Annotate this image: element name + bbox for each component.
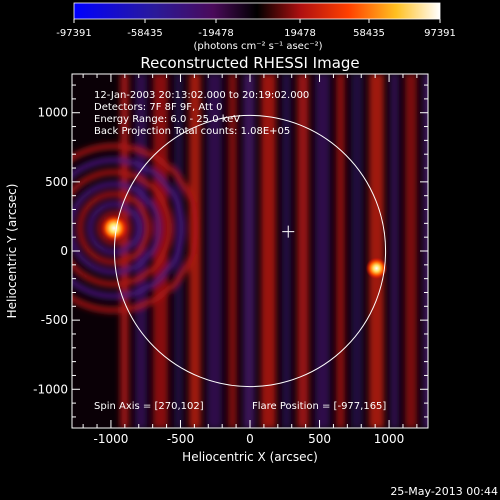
x-tick-label: 500 <box>308 432 331 446</box>
x-axis-label: Heliocentric X (arcsec) <box>182 450 318 464</box>
fringe-band <box>351 74 363 428</box>
fringe-band <box>390 74 399 428</box>
fringe-band <box>315 74 330 428</box>
observation-info: 12-Jan-2003 20:13:02.000 to 20:19:02.000… <box>94 90 309 137</box>
fringe-ring <box>77 191 152 266</box>
fringe-band <box>228 74 237 428</box>
flare-position-label: Flare Position = [-977,165] <box>252 401 386 412</box>
fringe-ring <box>72 169 174 288</box>
fringe-band <box>405 74 417 428</box>
center-marker <box>282 225 295 238</box>
y-tick-label: 1000 <box>37 106 68 120</box>
flare-source <box>100 214 129 243</box>
fringe-ring <box>72 181 162 276</box>
colorbar-units: (photons cm⁻² s⁻¹ asec⁻²) <box>193 41 322 52</box>
axis-ticks: -1000 -500 0 500 1000 -1000 -500 0 500 1000 <box>33 74 428 446</box>
flare-sources <box>100 214 388 280</box>
fringe-band <box>369 74 384 428</box>
fringe-ring <box>72 157 186 300</box>
fringe-band <box>243 74 255 428</box>
fringe-ring <box>72 143 200 314</box>
y-tick-label: 0 <box>60 244 68 258</box>
fringe-band <box>282 74 291 428</box>
colorbar-tick-label: 19478 <box>284 28 316 39</box>
interference-pattern <box>72 74 428 428</box>
render-date: 25-May-2013 00:44 <box>390 485 498 498</box>
info-line: 12-Jan-2003 20:13:02.000 to 20:19:02.000 <box>94 90 309 101</box>
info-line: Energy Range: 6.0 - 25.0 keV <box>94 114 240 125</box>
colorbar-ticks: -97391 -58435 -19478 19478 58435 97391 <box>56 19 456 39</box>
colorbar-tick-label: -97391 <box>56 28 91 39</box>
y-axis-label: Heliocentric Y (arcsec) <box>5 184 19 319</box>
fringe-band <box>336 74 345 428</box>
colorbar-tick-label: -58435 <box>127 28 162 39</box>
x-tick-label: -1000 <box>94 432 129 446</box>
y-tick-label: -1000 <box>33 382 68 396</box>
info-line: Back Projection Total counts: 1.08E+05 <box>94 126 290 137</box>
spin-axis-label: Spin Axis = [270,102] <box>94 401 204 412</box>
colorbar <box>73 2 441 20</box>
colorbar-tick-label: 58435 <box>353 28 385 39</box>
x-tick-label: -500 <box>167 432 194 446</box>
x-tick-label: 1000 <box>374 432 405 446</box>
x-tick-label: 0 <box>246 432 254 446</box>
y-tick-label: -500 <box>41 313 68 327</box>
colorbar-tick-label: -19478 <box>198 28 233 39</box>
y-tick-label: 500 <box>45 175 68 189</box>
chart-title: Reconstructed RHESSI Image <box>140 54 359 72</box>
solar-limb <box>113 114 387 388</box>
colorbar-tick-label: 97391 <box>424 28 456 39</box>
fringe-band <box>297 74 309 428</box>
flare-source <box>365 257 388 280</box>
fringe-band <box>207 74 222 428</box>
info-line: Detectors: 7F 8F 9F, Att 0 <box>94 102 222 113</box>
fringe-band <box>261 74 276 428</box>
